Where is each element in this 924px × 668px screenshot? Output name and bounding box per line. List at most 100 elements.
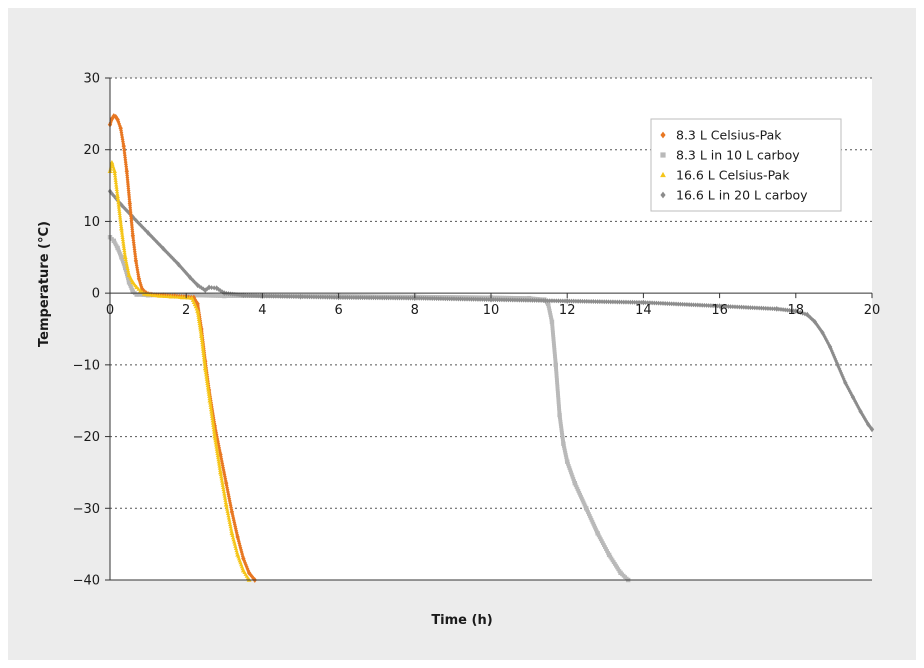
trace-marker xyxy=(829,346,833,352)
trace-marker xyxy=(212,432,217,436)
trace-marker xyxy=(309,294,314,300)
trace-marker xyxy=(613,299,617,305)
trace-marker xyxy=(201,348,206,353)
trace-marker xyxy=(469,296,474,302)
trace-marker xyxy=(384,295,389,301)
trace-marker xyxy=(119,130,124,136)
trace-marker xyxy=(534,297,539,303)
trace-marker xyxy=(119,132,124,138)
trace-marker xyxy=(225,485,229,491)
data-point xyxy=(572,480,578,486)
trace-marker xyxy=(215,451,220,455)
trace-marker xyxy=(547,308,552,313)
trace-marker xyxy=(571,476,576,481)
trace-marker xyxy=(449,296,454,302)
trace-marker xyxy=(291,294,296,300)
trace-marker xyxy=(226,493,231,499)
data-point xyxy=(565,459,570,464)
trace-marker xyxy=(222,469,226,475)
trace-marker xyxy=(220,294,224,298)
trace-marker xyxy=(214,446,219,451)
trace-marker xyxy=(586,510,590,515)
trace-marker xyxy=(781,307,785,313)
series-layer xyxy=(107,113,875,583)
trace-marker xyxy=(205,383,210,388)
x-tick-label: 18 xyxy=(788,303,805,318)
legend-label: 16.6 L in 20 L carboy xyxy=(676,188,808,203)
trace-marker xyxy=(213,438,218,443)
data-point xyxy=(641,299,646,306)
trace-marker xyxy=(570,474,575,479)
trace-marker xyxy=(548,310,552,315)
trace-marker xyxy=(192,279,197,285)
trace-marker xyxy=(624,299,628,305)
trace-marker xyxy=(217,465,222,470)
trace-marker xyxy=(587,298,591,304)
data-point xyxy=(869,426,875,433)
trace-marker xyxy=(579,494,583,499)
trace-marker xyxy=(254,293,258,299)
trace-marker xyxy=(200,342,205,347)
trace-marker xyxy=(167,252,172,258)
trace-marker xyxy=(579,496,584,501)
trace-marker xyxy=(122,250,127,255)
legend-swatch xyxy=(660,171,666,178)
trace-marker xyxy=(859,410,864,416)
data-point xyxy=(218,469,223,475)
trace-marker xyxy=(868,425,873,431)
trace-marker xyxy=(121,243,126,248)
trace-marker xyxy=(708,303,713,309)
trace-marker xyxy=(770,306,775,312)
trace-marker xyxy=(493,297,498,303)
trace-marker xyxy=(117,121,122,127)
trace-marker xyxy=(555,384,560,389)
trace-marker xyxy=(553,354,557,359)
trace-marker xyxy=(134,260,139,266)
legend-box xyxy=(650,118,842,212)
trace-marker xyxy=(196,315,201,319)
trace-marker xyxy=(232,521,237,527)
trace-marker xyxy=(559,426,564,431)
trace-marker xyxy=(117,206,122,211)
trace-marker xyxy=(228,524,233,529)
trace-marker xyxy=(586,512,591,516)
trace-marker xyxy=(482,297,487,302)
trace-marker xyxy=(200,346,206,351)
trace-marker xyxy=(205,286,210,292)
data-point xyxy=(119,255,124,260)
x-tick-label: 4 xyxy=(258,303,266,318)
trace-marker xyxy=(597,535,602,540)
trace-marker xyxy=(523,297,528,303)
trace-marker xyxy=(227,496,232,502)
trace-marker xyxy=(227,520,232,524)
trace-marker xyxy=(132,244,137,250)
trace-marker xyxy=(554,373,559,378)
trace-marker xyxy=(369,295,374,301)
trace-marker xyxy=(126,210,131,216)
trace-marker xyxy=(150,235,155,241)
trace-marker xyxy=(216,443,221,449)
trace-marker xyxy=(183,270,188,275)
y-tick-label: 30 xyxy=(83,72,100,87)
trace-marker xyxy=(112,193,117,199)
trace-marker xyxy=(551,334,556,339)
trace-marker xyxy=(551,337,556,341)
trace-marker xyxy=(226,515,231,520)
trace-marker xyxy=(210,418,215,423)
trace-marker xyxy=(221,485,226,490)
trace-marker xyxy=(630,299,635,305)
trace-marker xyxy=(233,294,238,298)
trace-marker xyxy=(109,190,114,196)
trace-marker xyxy=(215,453,220,458)
trace-marker xyxy=(200,344,205,349)
trace-marker xyxy=(113,173,118,178)
trace-marker xyxy=(564,457,569,462)
trace-marker xyxy=(197,323,202,328)
data-point xyxy=(130,289,136,294)
trace-marker xyxy=(116,200,121,205)
trace-marker xyxy=(239,549,244,555)
trace-marker xyxy=(452,296,456,302)
trace-marker xyxy=(547,306,552,311)
trace-marker xyxy=(206,387,211,392)
trace-marker xyxy=(543,298,548,304)
